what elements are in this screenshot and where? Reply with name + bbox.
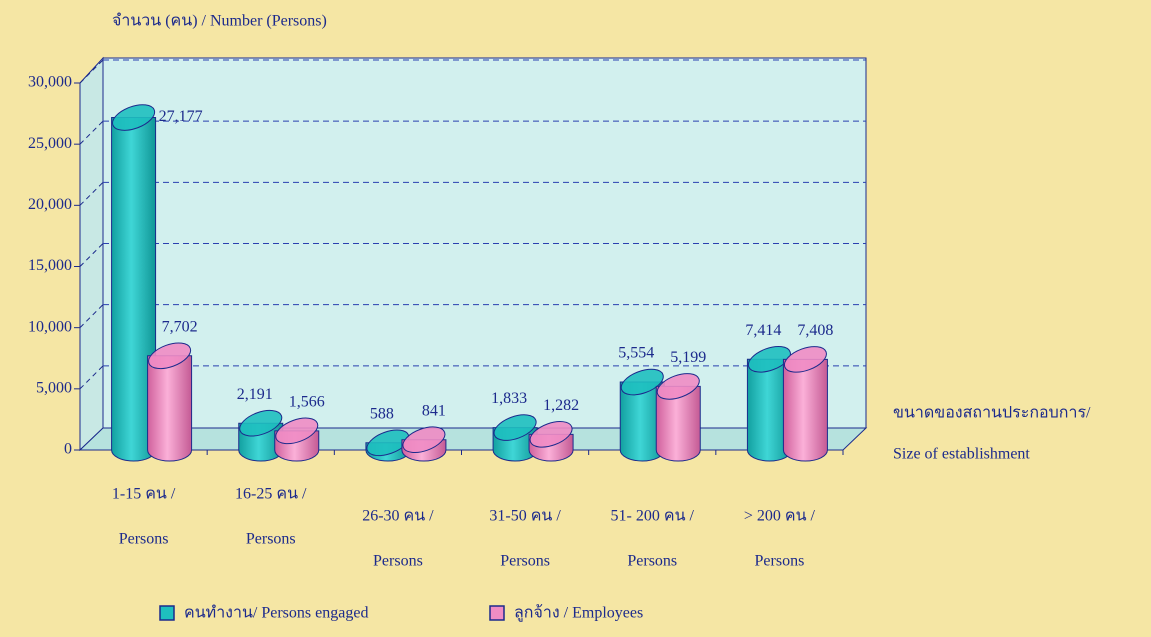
cylinder-top bbox=[402, 426, 446, 453]
cylinder-top bbox=[112, 104, 156, 131]
value-label: 7,414 bbox=[745, 322, 781, 339]
value-label: 2,191 bbox=[237, 386, 273, 403]
value-label: 1,833 bbox=[491, 390, 527, 407]
grid-diagonal bbox=[79, 304, 104, 329]
y-tick-label: 0 bbox=[64, 441, 72, 458]
y-axis-title: จำนวน (คน) / Number (Persons) bbox=[112, 13, 327, 30]
grid-diagonal bbox=[79, 365, 104, 390]
legend-swatch bbox=[489, 605, 505, 621]
x-tick-label: 31-50 คน / bbox=[489, 508, 561, 525]
cylinder-top bbox=[656, 373, 700, 400]
x-tick-label: Persons bbox=[500, 553, 550, 570]
cylinder bbox=[401, 426, 447, 462]
value-label: 7,408 bbox=[797, 322, 833, 339]
cylinder-body bbox=[147, 355, 193, 462]
x-tick-label: > 200 คน / bbox=[744, 508, 816, 525]
cylinder-top bbox=[620, 368, 664, 396]
cylinder-top bbox=[239, 409, 283, 437]
cylinder bbox=[619, 368, 665, 462]
legend-label: ลูกจ้าง / Employees bbox=[514, 604, 643, 623]
value-label: 588 bbox=[370, 405, 394, 422]
x-tick-label: Persons bbox=[755, 553, 805, 570]
cylinder bbox=[365, 429, 411, 462]
value-label: 5,554 bbox=[618, 345, 654, 362]
y-tick-label: 15,000 bbox=[28, 257, 72, 274]
cylinder bbox=[528, 421, 574, 462]
value-label: 841 bbox=[422, 402, 446, 419]
y-tick-label: 30,000 bbox=[28, 74, 72, 91]
cylinder bbox=[746, 346, 792, 462]
value-label: 5,199 bbox=[670, 349, 706, 366]
cylinder-body bbox=[782, 358, 828, 462]
cylinder bbox=[782, 346, 828, 462]
legend-swatch bbox=[159, 605, 175, 621]
x-tick-label: Persons bbox=[246, 531, 296, 548]
x-axis-title: Size of establishment bbox=[893, 446, 1030, 463]
cylinder-top bbox=[783, 346, 827, 373]
cylinder-top bbox=[747, 346, 791, 373]
cylinder-top bbox=[493, 414, 537, 441]
x-tick-label: 26-30 คน / bbox=[362, 508, 434, 525]
cylinder bbox=[655, 373, 701, 462]
y-tick-label: 25,000 bbox=[28, 135, 72, 152]
grid-diagonal bbox=[79, 181, 104, 206]
x-axis-title: ขนาดของสถานประกอบการ/ bbox=[893, 405, 1091, 422]
cylinder bbox=[147, 342, 193, 462]
x-tick-label: 51- 200 คน / bbox=[611, 508, 695, 525]
legend-label: คนทำงาน/ Persons engaged bbox=[184, 605, 368, 622]
y-tick-label: 5,000 bbox=[36, 380, 72, 397]
cylinder-top bbox=[275, 417, 319, 445]
value-label: 7,702 bbox=[162, 318, 198, 335]
value-label: 1,282 bbox=[543, 397, 579, 414]
y-tick-label: 20,000 bbox=[28, 196, 72, 213]
cylinder bbox=[111, 104, 157, 462]
cylinder bbox=[492, 414, 538, 462]
grid-diagonal bbox=[79, 243, 104, 267]
value-label: 1,566 bbox=[289, 394, 325, 411]
grid-diagonal bbox=[79, 120, 104, 145]
x-tick-label: Persons bbox=[373, 553, 423, 570]
x-tick-label: 16-25 คน / bbox=[235, 486, 307, 503]
x-tick-label: Persons bbox=[627, 553, 677, 570]
cylinder bbox=[238, 409, 284, 462]
side-wall bbox=[79, 56, 104, 452]
grid-diagonal bbox=[79, 59, 104, 84]
y-tick-label: 10,000 bbox=[28, 318, 72, 335]
cylinder-body bbox=[655, 385, 701, 462]
cylinder bbox=[274, 417, 320, 462]
value-label: 27,177 bbox=[159, 108, 203, 125]
cylinder-top bbox=[148, 342, 192, 370]
x-tick-label: 1-15 คน / bbox=[112, 486, 176, 503]
cylinder-top bbox=[529, 421, 573, 448]
x-tick-label: Persons bbox=[119, 531, 169, 548]
